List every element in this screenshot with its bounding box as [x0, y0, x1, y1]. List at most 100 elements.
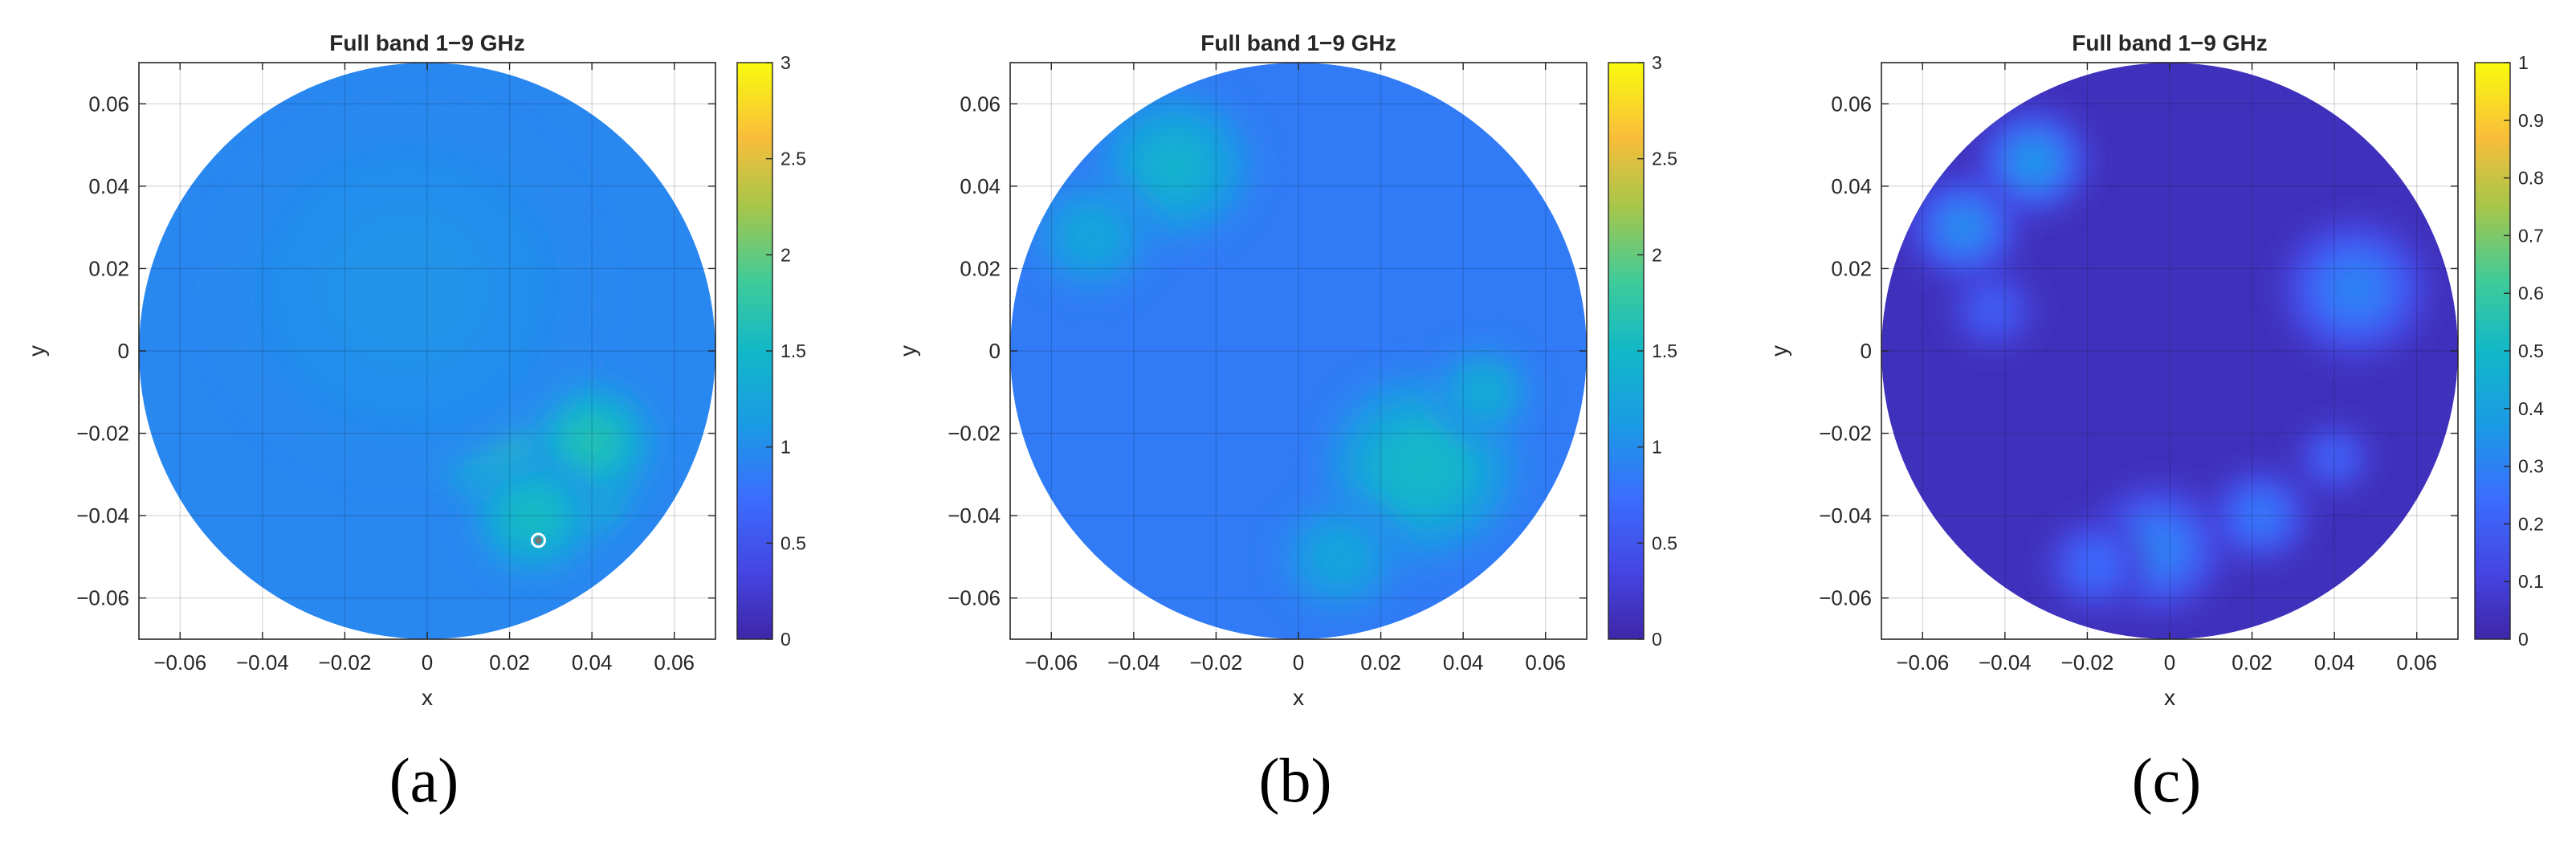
y-tick-label: −0.04 [948, 503, 1001, 528]
panel-1: −0.06 −0.04 −0.02 0 0.02 0.04 0.06 0.06 0.04 0.02… [24, 31, 806, 815]
hotspot-5-level-7 [2321, 445, 2348, 471]
hotspot-7-level-7 [1317, 536, 1362, 578]
y-tick-label: −0.06 [948, 586, 1001, 610]
panel-caption: (c) [2132, 745, 2202, 815]
y-tick-label: −0.06 [1819, 586, 1872, 610]
x-tick-label: 0 [1293, 650, 1304, 675]
x-tick-label: −0.02 [1190, 650, 1243, 675]
colorbar-tick-label: 0 [781, 629, 791, 650]
hotspot-7-level-7 [2242, 499, 2278, 533]
x-tick-label: 0.04 [572, 650, 613, 675]
hotspot-3-level-7 [1977, 295, 2008, 325]
x-tick-label: 0 [422, 650, 433, 675]
colorbar-tick-label: 1 [781, 437, 791, 458]
y-tick-label: −0.02 [1819, 422, 1872, 446]
x-tick-label: −0.02 [319, 650, 372, 675]
y-axis-label: y [895, 345, 920, 357]
y-tick-label: 0.04 [960, 174, 1001, 198]
panel-2: −0.06 −0.04 −0.02 0 0.02 0.04 0.06 0.06 0.04 0.02… [895, 31, 1677, 815]
chart-title: Full band 1−9 GHz [329, 31, 524, 55]
x-tick-label: −0.06 [1025, 650, 1078, 675]
y-tick-label: 0.06 [960, 92, 1001, 116]
colorbar-tick-label: 3 [1652, 52, 1662, 73]
colorbar-tick-label: 0.4 [2518, 398, 2544, 419]
hotspot-6-level-7 [1070, 214, 1115, 257]
y-tick-label: −0.04 [1819, 503, 1872, 528]
x-tick-label: 0.04 [2314, 650, 2355, 675]
colorbar-tick-label: 2.5 [1652, 149, 1677, 169]
y-tick-label: 0.02 [88, 256, 129, 280]
y-tick-label: 0 [118, 339, 129, 363]
colorbar-tick-label: 0.5 [1652, 532, 1677, 553]
x-tick-label: 0.02 [489, 650, 530, 675]
x-tick-label: 0.02 [2232, 650, 2272, 675]
panel-caption: (b) [1259, 745, 1332, 815]
grid [139, 63, 715, 639]
source-marker [530, 532, 546, 548]
chart-title: Full band 1−9 GHz [1200, 31, 1396, 55]
colorbar-tick-label: 3 [781, 52, 791, 73]
hotspot-8-level-7 [2077, 548, 2113, 582]
heatmap-disk [1010, 63, 1587, 639]
colorbar-tick-label: 2 [1652, 244, 1662, 265]
source-marker-center [534, 536, 542, 544]
y-tick-label: 0.04 [1831, 174, 1872, 198]
y-tick-label: 0.06 [88, 92, 129, 116]
hotspot-2-level-7 [1943, 208, 1984, 247]
x-tick-label: 0.06 [654, 650, 695, 675]
x-tick-label: 0.06 [1525, 650, 1566, 675]
hotspot-3-level-7 [569, 420, 614, 463]
heatmap-disk [1881, 63, 2458, 639]
heatmap-disk [139, 63, 715, 639]
hotspot-3-level-7 [1386, 432, 1458, 500]
y-tick-label: −0.04 [76, 503, 129, 528]
y-axis-label: y [24, 345, 49, 357]
colorbar-tick-label: 1 [2518, 52, 2529, 73]
colorbar-tick-label: 2.5 [781, 149, 806, 169]
colorbar-tick-label: 0.3 [2518, 456, 2544, 477]
hotspot-4-level-7 [2328, 263, 2382, 315]
hotspot-5-level-7 [1146, 137, 1204, 194]
y-tick-label: −0.02 [948, 422, 1001, 446]
x-axis-label: x [422, 685, 433, 710]
x-axis-label: x [1293, 685, 1304, 710]
y-tick-label: 0 [989, 339, 1001, 363]
x-tick-label: 0 [2164, 650, 2175, 675]
y-tick-label: 0.02 [1831, 256, 1872, 280]
y-tick-label: 0 [1861, 339, 1872, 363]
x-tick-label: −0.02 [2061, 650, 2114, 675]
colorbar-tick-label: 0.1 [2518, 571, 2544, 592]
chart-title: Full band 1−9 GHz [2072, 31, 2267, 55]
hotspot-4-level-7 [1465, 375, 1502, 410]
x-tick-label: 0.04 [1443, 650, 1484, 675]
y-tick-label: −0.02 [76, 422, 129, 446]
panel-3: −0.06 −0.04 −0.02 0 0.02 0.04 0.06 0.06 0.04 0.02… [1767, 31, 2544, 815]
panel-caption: (a) [389, 745, 459, 815]
x-tick-label: 0.02 [1360, 650, 1401, 675]
colorbar-tick-label: 1.5 [781, 340, 806, 361]
hotspot-4-level-7 [512, 494, 557, 537]
colorbar-tick-label: 0.8 [2518, 168, 2544, 189]
colorbar-tick-label: 0 [2518, 629, 2529, 650]
colorbar-tick-label: 0.5 [781, 532, 806, 553]
colorbar-tick-label: 1.5 [1652, 340, 1677, 361]
x-tick-label: −0.04 [236, 650, 289, 675]
hotspot-5-level-7 [340, 225, 474, 353]
x-tick-label: −0.04 [1107, 650, 1160, 675]
grid [1010, 63, 1587, 639]
y-tick-label: 0.06 [1831, 92, 1872, 116]
colorbar-tick-label: 0 [1652, 629, 1662, 650]
y-axis-label: y [1767, 345, 1791, 357]
grid [1881, 63, 2458, 639]
y-tick-label: 0.02 [960, 256, 1001, 280]
colorbar-tick-label: 0.7 [2518, 225, 2544, 246]
colorbar-tick-label: 0.9 [2518, 110, 2544, 131]
colorbar-tick-label: 0.6 [2518, 283, 2544, 304]
y-tick-label: 0.04 [88, 174, 129, 198]
colorbar-tick-label: 2 [781, 244, 791, 265]
x-tick-label: −0.06 [1896, 650, 1949, 675]
y-tick-label: −0.06 [76, 586, 129, 610]
hotspot-1-level-7 [2013, 142, 2054, 181]
colorbar-tick-label: 0.2 [2518, 513, 2544, 534]
